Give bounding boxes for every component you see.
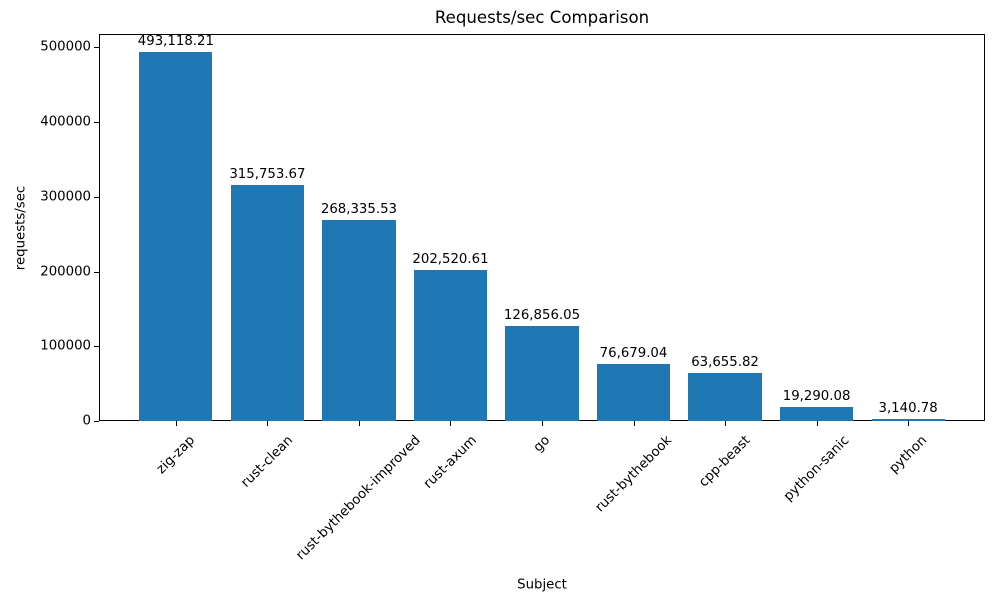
x-tick-mark [267,421,269,426]
y-axis-label: requests/sec [13,185,29,271]
x-tick-mark [816,421,818,426]
x-tick-label: zig-zap [153,433,198,478]
bar [322,220,396,421]
x-tick-mark [358,421,360,426]
bar [505,326,579,421]
bar [596,363,671,421]
bar-value-label: 126,856.05 [503,308,581,324]
y-tick-mark [94,196,99,198]
x-tick-mark [175,421,177,426]
x-tick-label: rust-bythebook-improved [293,433,425,564]
y-tick-mark [94,271,99,273]
bar-value-label: 315,753.67 [229,166,306,182]
x-tick-mark [450,421,452,426]
x-axis-label: Subject [517,577,567,593]
bar [413,269,488,421]
bar [139,52,213,421]
bar-value-label: 76,679.04 [599,345,668,361]
x-tick-mark [633,421,635,426]
x-tick-label: rust-axum [421,433,480,492]
bar-value-label: 202,520.61 [412,251,489,267]
y-tick-label: 200000 [40,264,91,279]
bar-value-label: 63,655.82 [691,355,759,371]
y-tick-mark [94,421,99,422]
bar [871,418,945,421]
y-tick-label: 300000 [40,189,91,205]
y-tick-label: 100000 [40,338,91,354]
bar-value-label: 493,118.21 [137,34,214,50]
bar [688,373,762,421]
x-tick-mark [725,421,727,426]
bar [779,406,854,421]
x-tick-mark [542,421,543,426]
bar-value-label: 268,335.53 [320,202,398,218]
y-tick-label: 400000 [40,114,91,130]
x-tick-label: cpp-beast [696,433,754,491]
bar-value-label: 3,140.78 [878,400,938,416]
x-tick-mark [908,421,910,426]
x-tick-label: go [530,433,554,456]
x-tick-label: python-sanic [780,433,853,505]
y-tick-label: 500000 [40,39,91,55]
bar [230,184,305,421]
chart-title: Requests/sec Comparison [434,8,650,27]
bar-value-label: 19,290.08 [782,388,851,404]
x-tick-label: python [886,433,930,477]
x-tick-label: rust-clean [238,433,297,491]
y-tick-mark [94,47,99,49]
y-tick-mark [94,346,99,348]
y-tick-mark [94,122,99,124]
y-tick-label: 0 [82,413,91,429]
x-tick-label: rust-bythebook [592,433,675,516]
